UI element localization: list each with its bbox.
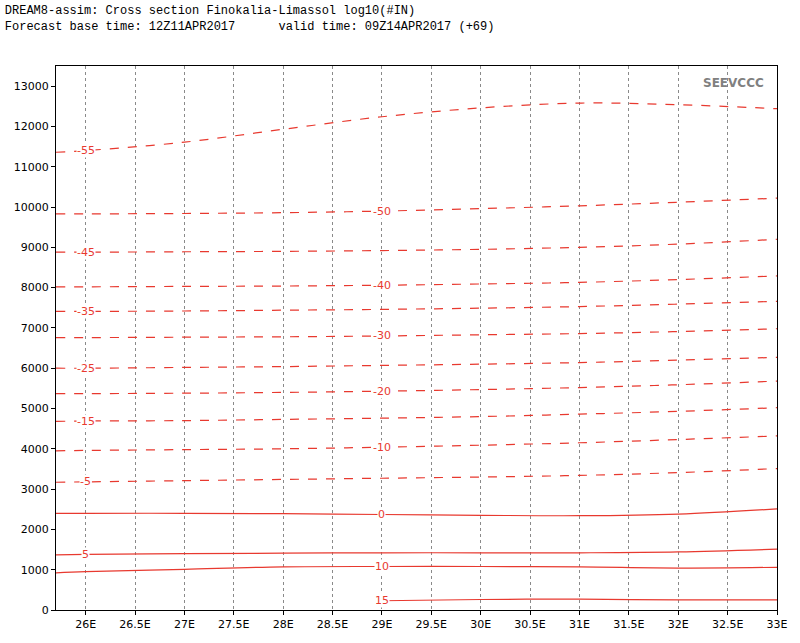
svg-text:-5: -5	[80, 475, 91, 488]
svg-text:27.5E: 27.5E	[218, 618, 249, 631]
svg-text:33E: 33E	[767, 618, 788, 631]
svg-text:-55: -55	[77, 144, 95, 157]
svg-text:DREAM8-assim: Cross section Fi: DREAM8-assim: Cross section Finokalia-Li…	[5, 4, 495, 34]
svg-text:26E: 26E	[75, 618, 96, 631]
svg-text:-45: -45	[77, 246, 95, 259]
svg-text:0: 0	[378, 508, 385, 521]
svg-text:5: 5	[82, 548, 89, 561]
svg-text:32E: 32E	[668, 618, 689, 631]
svg-text:30.5E: 30.5E	[514, 618, 545, 631]
svg-text:31.5E: 31.5E	[613, 618, 644, 631]
svg-text:9000: 9000	[21, 241, 49, 254]
svg-text:15: 15	[375, 594, 389, 607]
svg-text:32.5E: 32.5E	[712, 618, 743, 631]
svg-text:29.5E: 29.5E	[416, 618, 447, 631]
svg-text:13000: 13000	[14, 80, 49, 93]
svg-text:3000: 3000	[21, 483, 49, 496]
svg-text:12000: 12000	[14, 120, 49, 133]
svg-text:6000: 6000	[21, 362, 49, 375]
svg-text:-15: -15	[77, 415, 95, 428]
svg-text:SEEVCCC: SEEVCCC	[703, 76, 764, 90]
svg-text:0: 0	[42, 604, 49, 617]
svg-text:7000: 7000	[21, 322, 49, 335]
svg-text:8000: 8000	[21, 281, 49, 294]
svg-text:10000: 10000	[14, 201, 49, 214]
svg-text:-25: -25	[77, 362, 95, 375]
svg-text:31E: 31E	[569, 618, 590, 631]
svg-text:28.5E: 28.5E	[317, 618, 348, 631]
svg-text:1000: 1000	[21, 564, 49, 577]
svg-text:-50: -50	[373, 205, 391, 218]
svg-text:29E: 29E	[371, 618, 392, 631]
svg-text:26.5E: 26.5E	[119, 618, 150, 631]
svg-text:2000: 2000	[21, 523, 49, 536]
svg-text:5000: 5000	[21, 402, 49, 415]
svg-text:-20: -20	[373, 385, 391, 398]
svg-text:-30: -30	[373, 329, 391, 342]
svg-text:-10: -10	[373, 441, 391, 454]
svg-text:-40: -40	[373, 279, 391, 292]
svg-text:28E: 28E	[273, 618, 294, 631]
svg-text:-35: -35	[77, 305, 95, 318]
svg-text:11000: 11000	[14, 161, 49, 174]
svg-text:27E: 27E	[174, 618, 195, 631]
svg-text:10: 10	[375, 560, 389, 573]
svg-text:4000: 4000	[21, 443, 49, 456]
svg-text:30E: 30E	[470, 618, 491, 631]
